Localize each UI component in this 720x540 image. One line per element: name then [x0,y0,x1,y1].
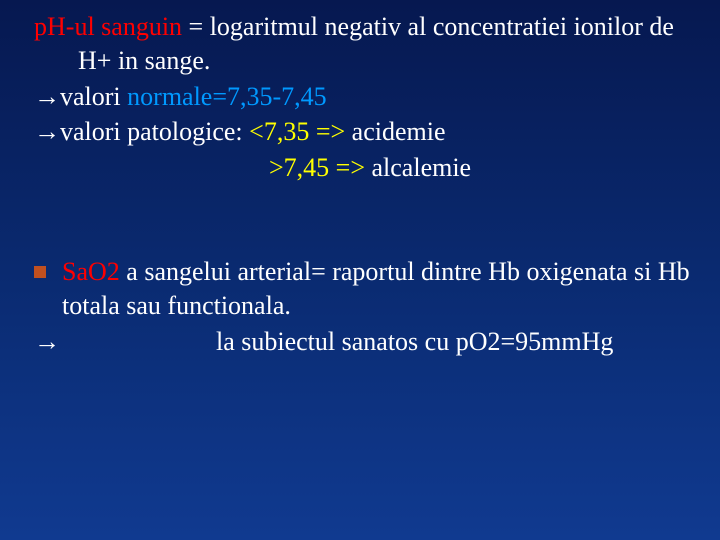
line-sao2-value: → la subiectul sanatos cu pO2=95mmHg [34,325,692,359]
text-sao2-def: a sangelui arterial= raportul dintre Hb … [62,257,690,320]
text-acidemie: acidemie [352,117,446,146]
text-sao2: SaO2 [62,257,120,286]
text-patho: valori patologice: [60,117,249,146]
text-normale: normale=7,35-7,45 [127,82,327,111]
text-def1: = logaritmul negativ al [182,12,433,41]
line-patho-acidemie: →valori patologice: <7,35 => acidemie [34,115,692,149]
arrow-icon: → [34,117,60,146]
text-lt735: <7,35 => [249,117,352,146]
slide-root: pH-ul sanguin = logaritmul negativ al co… [0,0,720,540]
text-alcalemie: alcalemie [372,153,472,182]
bullet-sao2: SaO2 a sangelui arterial= raportul dintr… [34,255,692,323]
arrow-icon: → [34,82,60,111]
paragraph-ph-definition: pH-ul sanguin = logaritmul negativ al co… [34,10,692,78]
text-gt745: >7,45 => [269,153,372,182]
bullet-square-icon [34,266,46,278]
arrow-icon: → [34,327,67,356]
line-normal-values: →valori normale=7,35-7,45 [34,80,692,114]
line-alcalemie: >7,45 => alcalemie [34,151,692,185]
text-valori: valori [60,82,127,111]
text-sanguin: -ul sanguin [66,12,182,41]
bullet-text-sao2: SaO2 a sangelui arterial= raportul dintr… [62,255,692,323]
text-subiect2: pO2=95mmHg [456,327,614,356]
spacer [34,187,692,255]
text-ph: pH [34,12,66,41]
text-subiect1: la subiectul sanatos cu [216,327,456,356]
text-gap [67,327,217,356]
